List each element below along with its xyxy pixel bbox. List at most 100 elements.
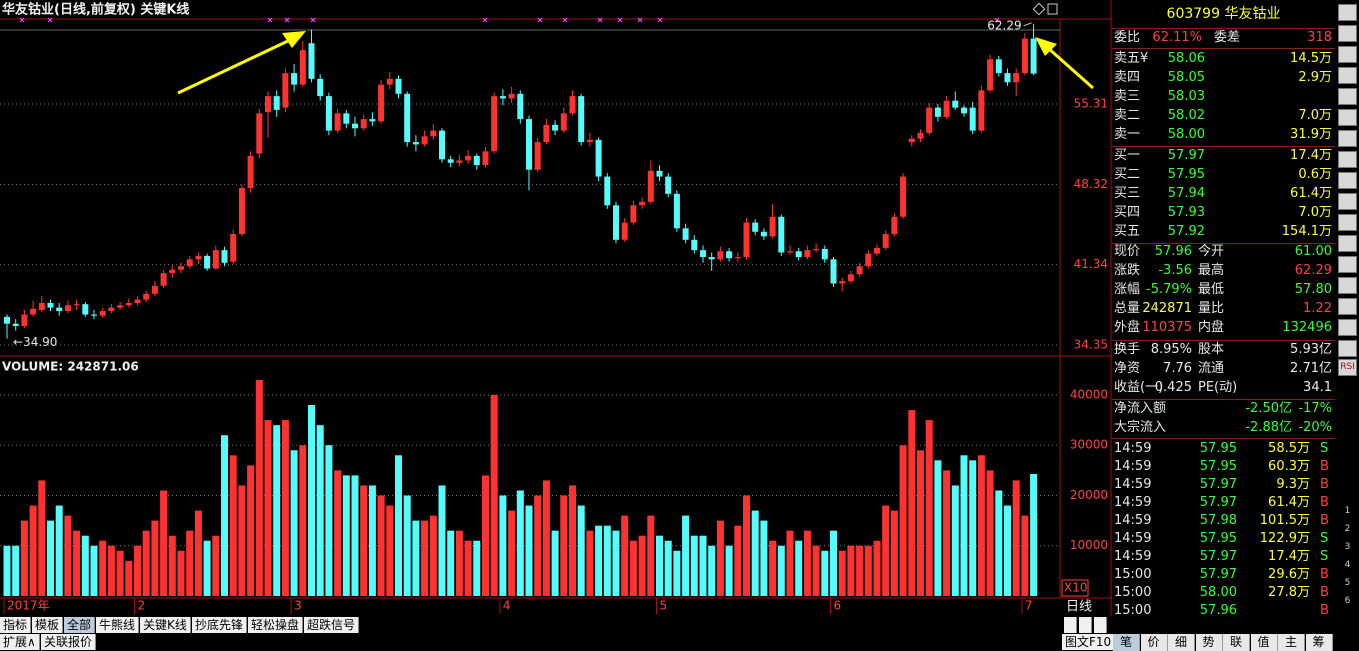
quote-label: 外盘 [1114,320,1141,335]
volume-bar [647,515,655,596]
volume-bar [803,530,811,596]
candle-body [421,136,428,145]
toolbar-label[interactable]: 3 [1338,540,1357,557]
volume-bar [673,550,681,596]
volume-bar [734,525,742,596]
toolbar-icon[interactable] [1338,130,1357,147]
toolbar-label[interactable]: 2 [1338,522,1357,539]
book-volume: 14.5万 [1290,51,1332,66]
icon[interactable] [1032,2,1046,16]
separator [1112,399,1335,400]
toolbar-icon[interactable] [1338,235,1357,252]
toolbar-label[interactable]: 6 [1338,594,1357,611]
candle-body [560,113,567,131]
candle-body [778,216,785,253]
volume-bar [951,485,959,596]
volume-bar [577,505,585,596]
candle-body [708,257,715,260]
toolbar-icon[interactable] [1338,172,1357,189]
candle-body [325,96,332,131]
toolbar-icon[interactable] [1338,298,1357,315]
toolbar-icon[interactable] [1338,319,1357,336]
quote-value: 132496 [1282,320,1332,335]
volume-bar [125,560,133,596]
volume-bar [316,425,324,596]
tab[interactable]: 指标 [0,617,32,633]
candle-body [1013,73,1020,83]
tick-price: 57.95 [1199,459,1237,474]
label: 委比 [1114,30,1141,45]
tick-time: 14:59 [1114,441,1152,456]
kline-chart: 华友钴业(日线,前复权) 关键K线 VOLUME: 242871.06 X10 … [0,0,1112,616]
tab[interactable]: 图文F10 [1062,634,1116,650]
toolbar-icon[interactable] [1338,25,1357,42]
candle-body [1004,73,1011,83]
candle-body [99,311,106,316]
volume-bar [621,515,629,596]
candle-body [595,139,602,177]
candle-body [987,59,994,91]
volume-bar [786,530,794,596]
flow-label: 净流入额 [1114,401,1167,416]
tab[interactable]: 全部 [64,617,96,633]
tab[interactable]: 扩展∧ [0,634,40,650]
volume-bar [107,545,115,596]
panel-button[interactable]: 细 [1168,634,1195,651]
tick-price: 57.98 [1199,513,1237,528]
toolbar-icon[interactable] [1338,46,1357,63]
tick-time: 14:59 [1114,477,1152,492]
panel-button[interactable]: 值 [1250,634,1278,651]
panel-button[interactable]: 势 [1195,634,1223,651]
toolbar-label[interactable]: 5 [1338,576,1357,593]
panel-button[interactable]: 筹 [1305,634,1333,651]
toolbar-icon[interactable] [1338,340,1357,357]
volume-bar [812,545,820,596]
icon[interactable] [1047,3,1058,15]
toolbar-icon[interactable] [1338,256,1357,273]
volume-bar [551,530,559,596]
volume-bar [29,505,37,596]
low-label: ←34.90 [13,335,57,349]
zoom-button[interactable] [1094,617,1107,633]
candle-body [578,96,585,143]
toolbar-icon[interactable] [1338,88,1357,105]
candle-body [856,266,863,275]
toolbar-icon[interactable] [1338,151,1357,168]
toolbar-label[interactable]: 4 [1338,558,1357,575]
panel-button[interactable]: 联 [1223,634,1250,651]
toolbar-icon[interactable] [1338,4,1357,21]
candle-body [299,50,306,85]
volume-bar [934,460,942,596]
volume-bar [847,545,855,596]
toolbar-label[interactable]: 1 [1338,504,1357,521]
candle-body [395,78,402,94]
zoom-button[interactable] [1064,617,1077,633]
panel-button[interactable]: 笔 [1113,634,1140,651]
candle-body [1021,38,1028,74]
arrow-head [282,31,306,48]
tick-price: 57.97 [1199,477,1237,492]
tab[interactable]: 超跌信号 [304,617,360,633]
toolbar-icon[interactable] [1338,109,1357,126]
candle-body [656,170,663,177]
tab[interactable]: 关联报价 [41,634,97,650]
panel-button[interactable]: 价 [1140,634,1168,651]
volume-bar [351,475,359,596]
candle-body [673,193,680,229]
tab[interactable]: 抄底先锋 [192,617,248,633]
toolbar-label[interactable]: RSI [1338,359,1357,376]
tab[interactable]: 牛熊线 [96,617,140,633]
toolbar-icon[interactable] [1338,67,1357,84]
panel-button[interactable]: 主 [1278,634,1305,651]
candle-body [378,84,385,122]
tab[interactable]: 关键K线 [140,617,191,633]
toolbar-icon[interactable] [1338,277,1357,294]
zoom-button[interactable] [1079,617,1092,633]
tab[interactable]: 模板 [32,617,64,633]
volume-bar [995,490,1003,596]
key-marker [537,17,543,23]
volume-bar [464,540,472,596]
toolbar-icon[interactable] [1338,193,1357,210]
tab[interactable]: 轻松操盘 [248,617,304,633]
toolbar-icon[interactable] [1338,214,1357,231]
